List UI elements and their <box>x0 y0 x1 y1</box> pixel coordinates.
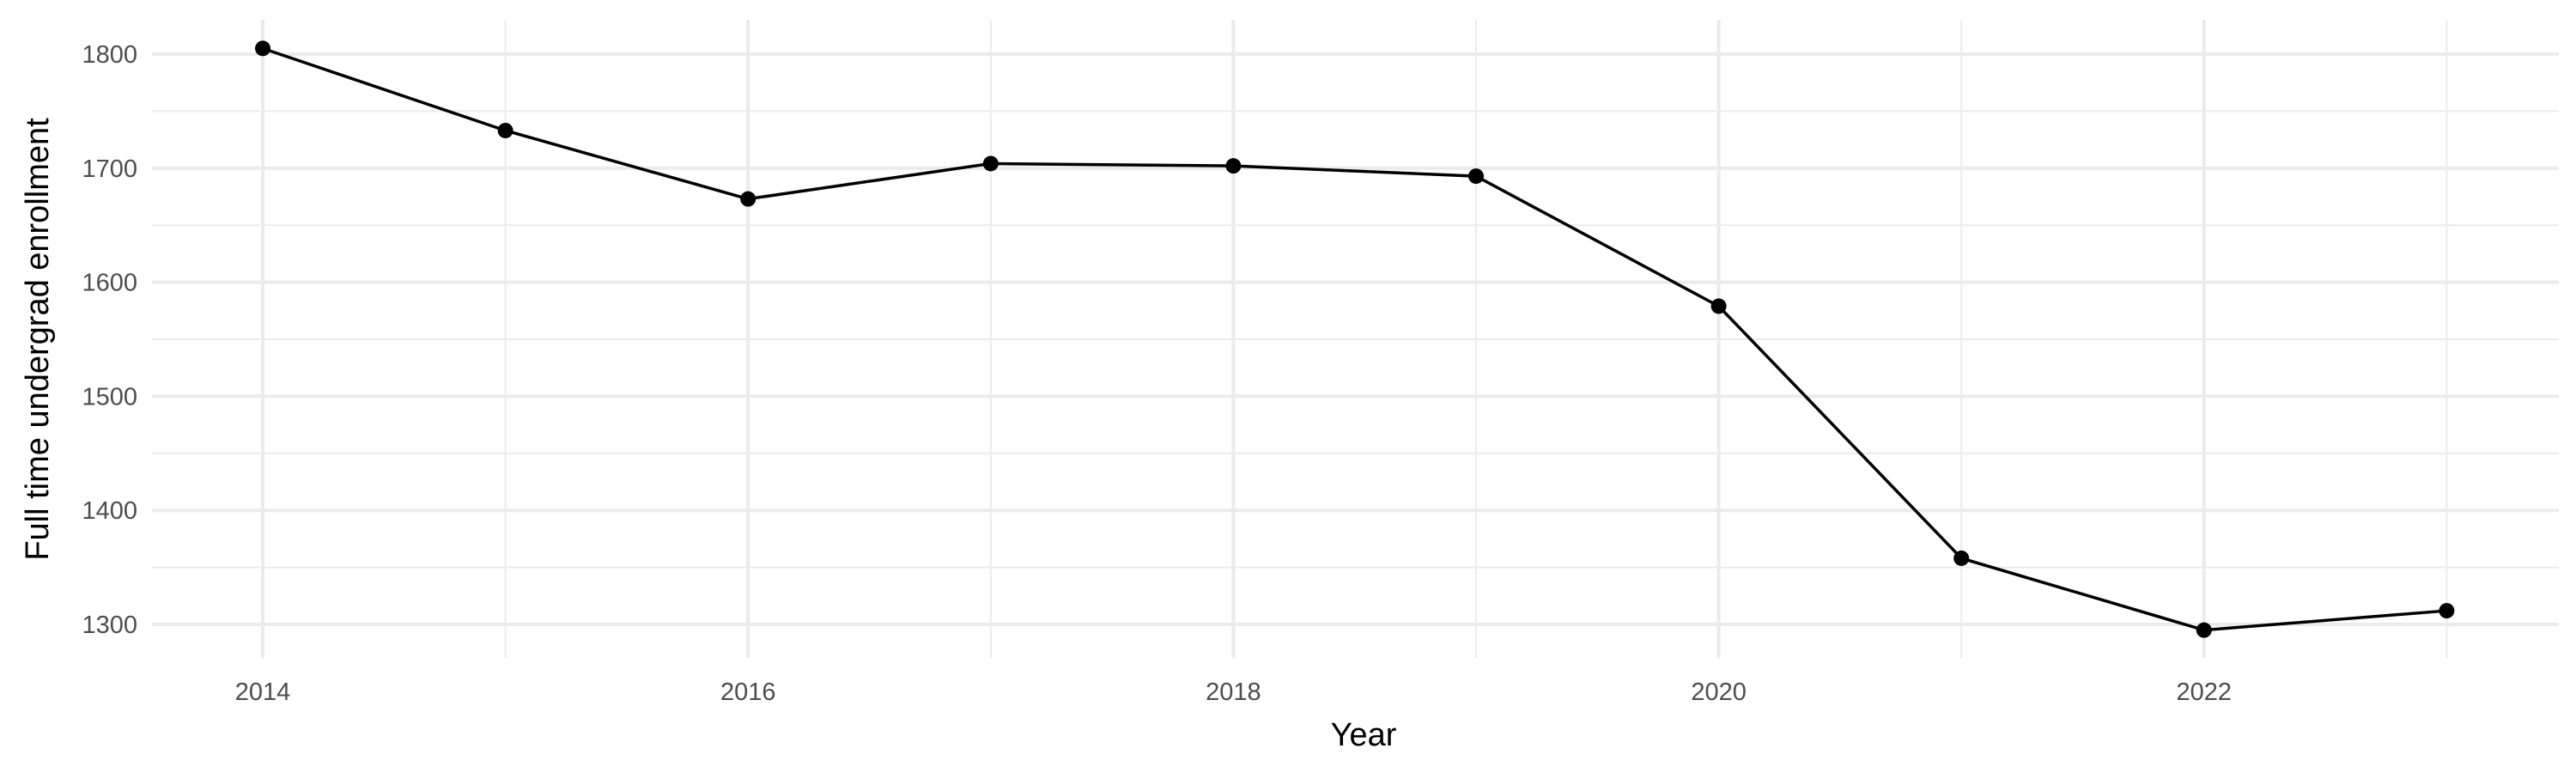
y-tick-label: 1600 <box>82 270 137 297</box>
data-point-2016 <box>740 191 756 207</box>
data-point-2023 <box>2439 603 2455 619</box>
y-tick-label: 1400 <box>82 497 137 525</box>
y-tick-label: 1500 <box>82 383 137 411</box>
data-point-2014 <box>255 40 270 57</box>
x-tick-label: 2020 <box>1691 679 1747 706</box>
series-line <box>262 46 2447 632</box>
data-point-2015 <box>497 122 513 138</box>
data-point-2021 <box>1953 550 1970 566</box>
data-point-2022 <box>2196 622 2212 638</box>
y-axis-ticks: 1300 1400 1500 1600 1700 1800 <box>82 41 137 639</box>
series <box>255 40 2455 638</box>
x-tick-label: 2016 <box>720 679 776 706</box>
y-tick-label: 1300 <box>82 612 137 639</box>
data-point-2019 <box>1468 168 1484 185</box>
data-point-2017 <box>982 155 999 172</box>
y-axis-title: Full time undergrad enrollment <box>20 118 56 561</box>
x-axis-ticks: 2014 2016 2018 2020 2022 <box>235 679 2232 706</box>
y-tick-label: 1800 <box>82 41 137 69</box>
grid <box>152 20 2559 658</box>
x-axis-title: Year <box>1331 717 1397 753</box>
x-tick-label: 2018 <box>1206 679 1261 706</box>
y-tick-label: 1700 <box>82 155 137 183</box>
x-tick-label: 2022 <box>2177 679 2233 706</box>
data-point-2020 <box>1710 298 1727 314</box>
data-point-2018 <box>1225 158 1242 174</box>
x-tick-label: 2014 <box>235 679 291 706</box>
